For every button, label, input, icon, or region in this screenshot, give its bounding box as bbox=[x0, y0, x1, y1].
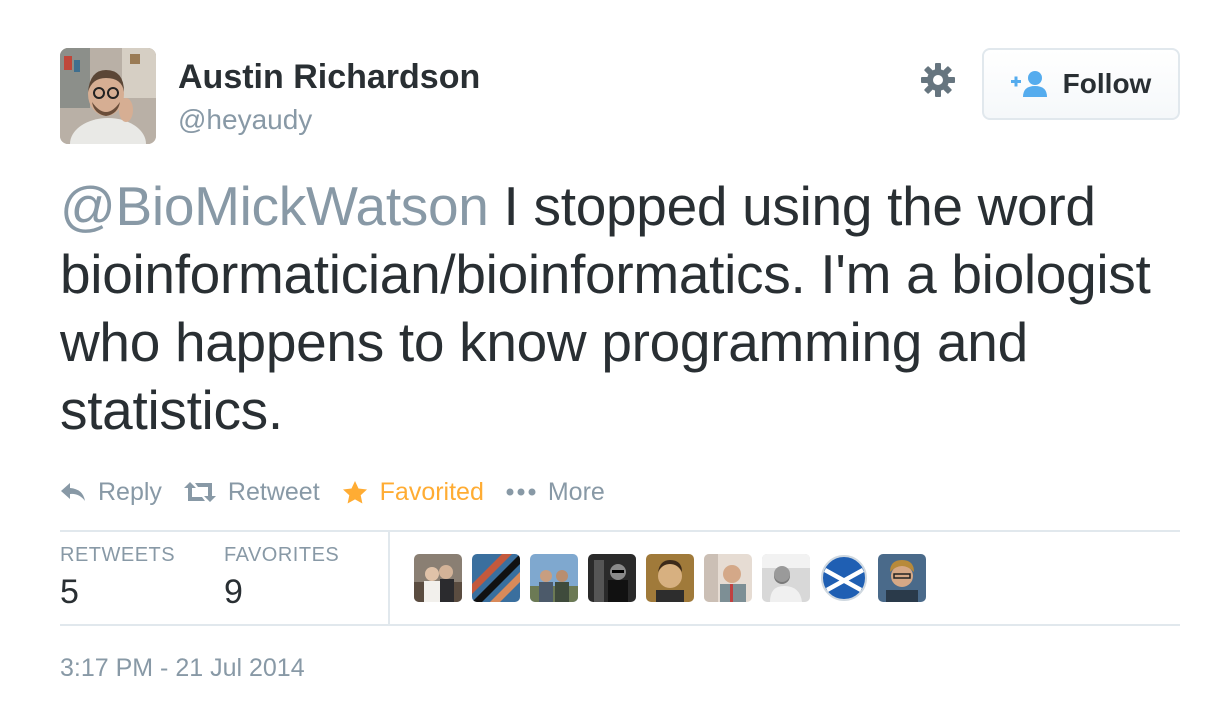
favorites-count: 9 bbox=[224, 573, 243, 611]
gear-icon[interactable] bbox=[918, 60, 958, 100]
favoriter-avatar[interactable] bbox=[762, 554, 810, 602]
tweet-actions: Reply Retweet Favorited bbox=[60, 474, 627, 510]
follow-button[interactable]: Follow bbox=[982, 48, 1180, 120]
more-label: More bbox=[547, 477, 605, 506]
retweet-action[interactable]: Retweet bbox=[183, 477, 320, 507]
follow-button-label: Follow bbox=[1062, 68, 1152, 99]
tweet-timestamp[interactable]: 3:17 PM - 21 Jul 2014 bbox=[60, 654, 305, 682]
favoriter-avatar[interactable] bbox=[646, 554, 694, 602]
more-action[interactable]: More bbox=[506, 478, 605, 507]
divider bbox=[60, 530, 1180, 532]
retweets-label: RETWEETS bbox=[60, 544, 176, 566]
retweets-count: 5 bbox=[60, 573, 79, 611]
reply-icon bbox=[61, 483, 85, 501]
add-user-icon bbox=[1010, 69, 1051, 99]
divider bbox=[60, 624, 1180, 626]
favoriter-avatar[interactable] bbox=[472, 554, 520, 602]
favoriters-list bbox=[414, 554, 926, 602]
tweet-text: @BioMickWatson I stopped using the word … bbox=[60, 172, 1190, 444]
author-handle[interactable]: @heyaudy bbox=[178, 104, 313, 135]
favoriter-avatar[interactable] bbox=[588, 554, 636, 602]
favoriter-avatar[interactable] bbox=[530, 554, 578, 602]
tweet-body: I stopped using the word bioinformaticia… bbox=[60, 175, 1151, 441]
favorites-stat[interactable]: FAVORITES 9 bbox=[224, 544, 339, 612]
star-icon bbox=[342, 481, 367, 504]
favoriter-avatar[interactable] bbox=[878, 554, 926, 602]
retweet-label: Retweet bbox=[227, 477, 320, 506]
favorites-label: FAVORITES bbox=[224, 544, 340, 566]
retweets-stat[interactable]: RETWEETS 5 bbox=[60, 544, 175, 612]
reply-label: Reply bbox=[98, 477, 162, 506]
favorite-action[interactable]: Favorited bbox=[342, 478, 484, 507]
favorite-label: Favorited bbox=[379, 477, 484, 506]
reply-action[interactable]: Reply bbox=[60, 478, 162, 507]
favoriter-avatar[interactable] bbox=[820, 554, 868, 602]
favoriter-avatar[interactable] bbox=[414, 554, 462, 602]
author-name[interactable]: Austin Richardson bbox=[178, 58, 481, 96]
mention-link[interactable]: @BioMickWatson bbox=[60, 175, 489, 237]
ellipsis-icon bbox=[506, 488, 536, 496]
author-avatar[interactable] bbox=[60, 48, 156, 144]
retweet-icon bbox=[183, 482, 216, 502]
stats-divider bbox=[388, 532, 390, 624]
favoriter-avatar[interactable] bbox=[704, 554, 752, 602]
